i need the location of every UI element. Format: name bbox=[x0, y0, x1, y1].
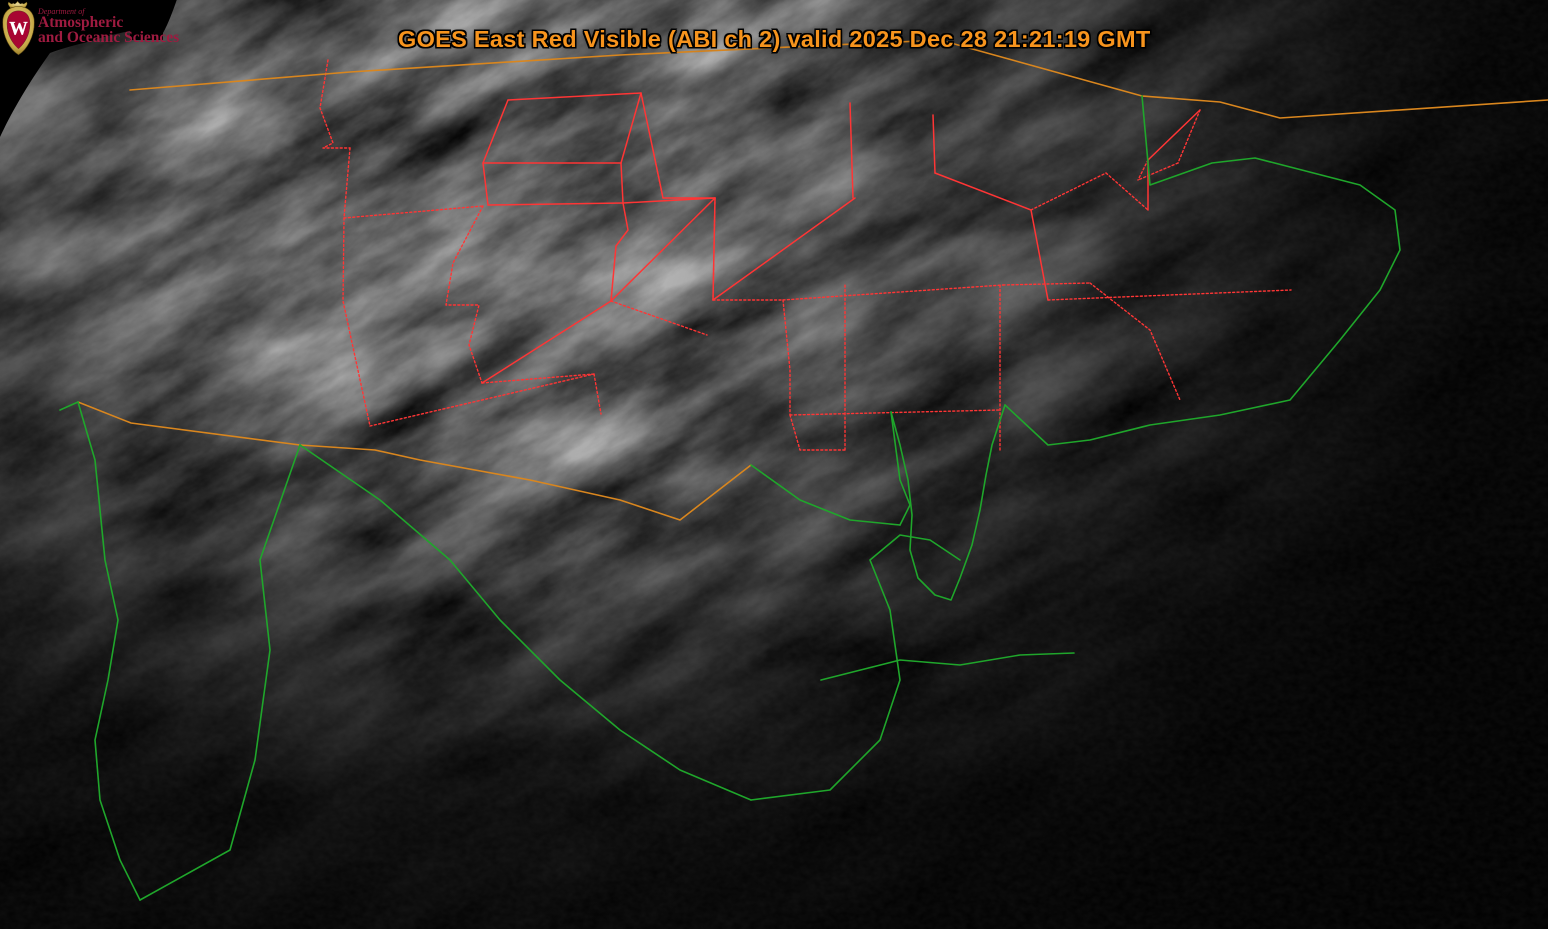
svg-text:W: W bbox=[9, 20, 28, 40]
